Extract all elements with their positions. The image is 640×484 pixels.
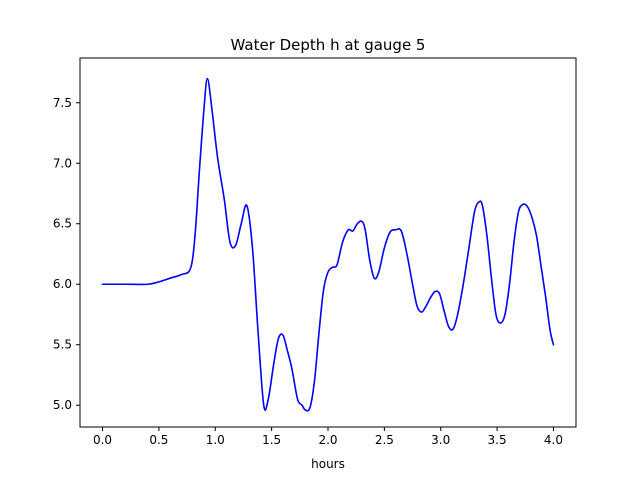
x-tick-label: 1.0 xyxy=(206,433,225,447)
x-tick-label: 2.5 xyxy=(375,433,394,447)
y-axis-ticks: 5.0 5.5 6.0 6.5 7.0 7.5 xyxy=(53,96,80,412)
x-tick-label: 3.5 xyxy=(488,433,507,447)
y-tick-label: 6.0 xyxy=(53,277,72,291)
plot-frame xyxy=(79,57,577,428)
y-tick-label: 5.5 xyxy=(53,338,72,352)
x-tick-label: 3.0 xyxy=(431,433,450,447)
series-line-0 xyxy=(101,77,555,412)
y-tick-label: 5.0 xyxy=(53,398,72,412)
x-tick-label: 2.0 xyxy=(318,433,337,447)
x-axis-ticks: 0.0 0.5 1.0 1.5 2.0 2.5 3.0 3.5 4.0 xyxy=(93,427,563,447)
x-tick-label: 0.5 xyxy=(149,433,168,447)
x-tick-label: 0.0 xyxy=(93,433,112,447)
y-tick-label: 7.5 xyxy=(53,96,72,110)
y-tick-label: 7.0 xyxy=(53,156,72,170)
plot-lines xyxy=(101,77,555,412)
chart-title: Water Depth h at gauge 5 xyxy=(231,36,426,54)
x-axis-label: hours xyxy=(311,457,345,471)
x-tick-label: 1.5 xyxy=(262,433,281,447)
y-tick-label: 6.5 xyxy=(53,217,72,231)
x-tick-label: 4.0 xyxy=(544,433,563,447)
